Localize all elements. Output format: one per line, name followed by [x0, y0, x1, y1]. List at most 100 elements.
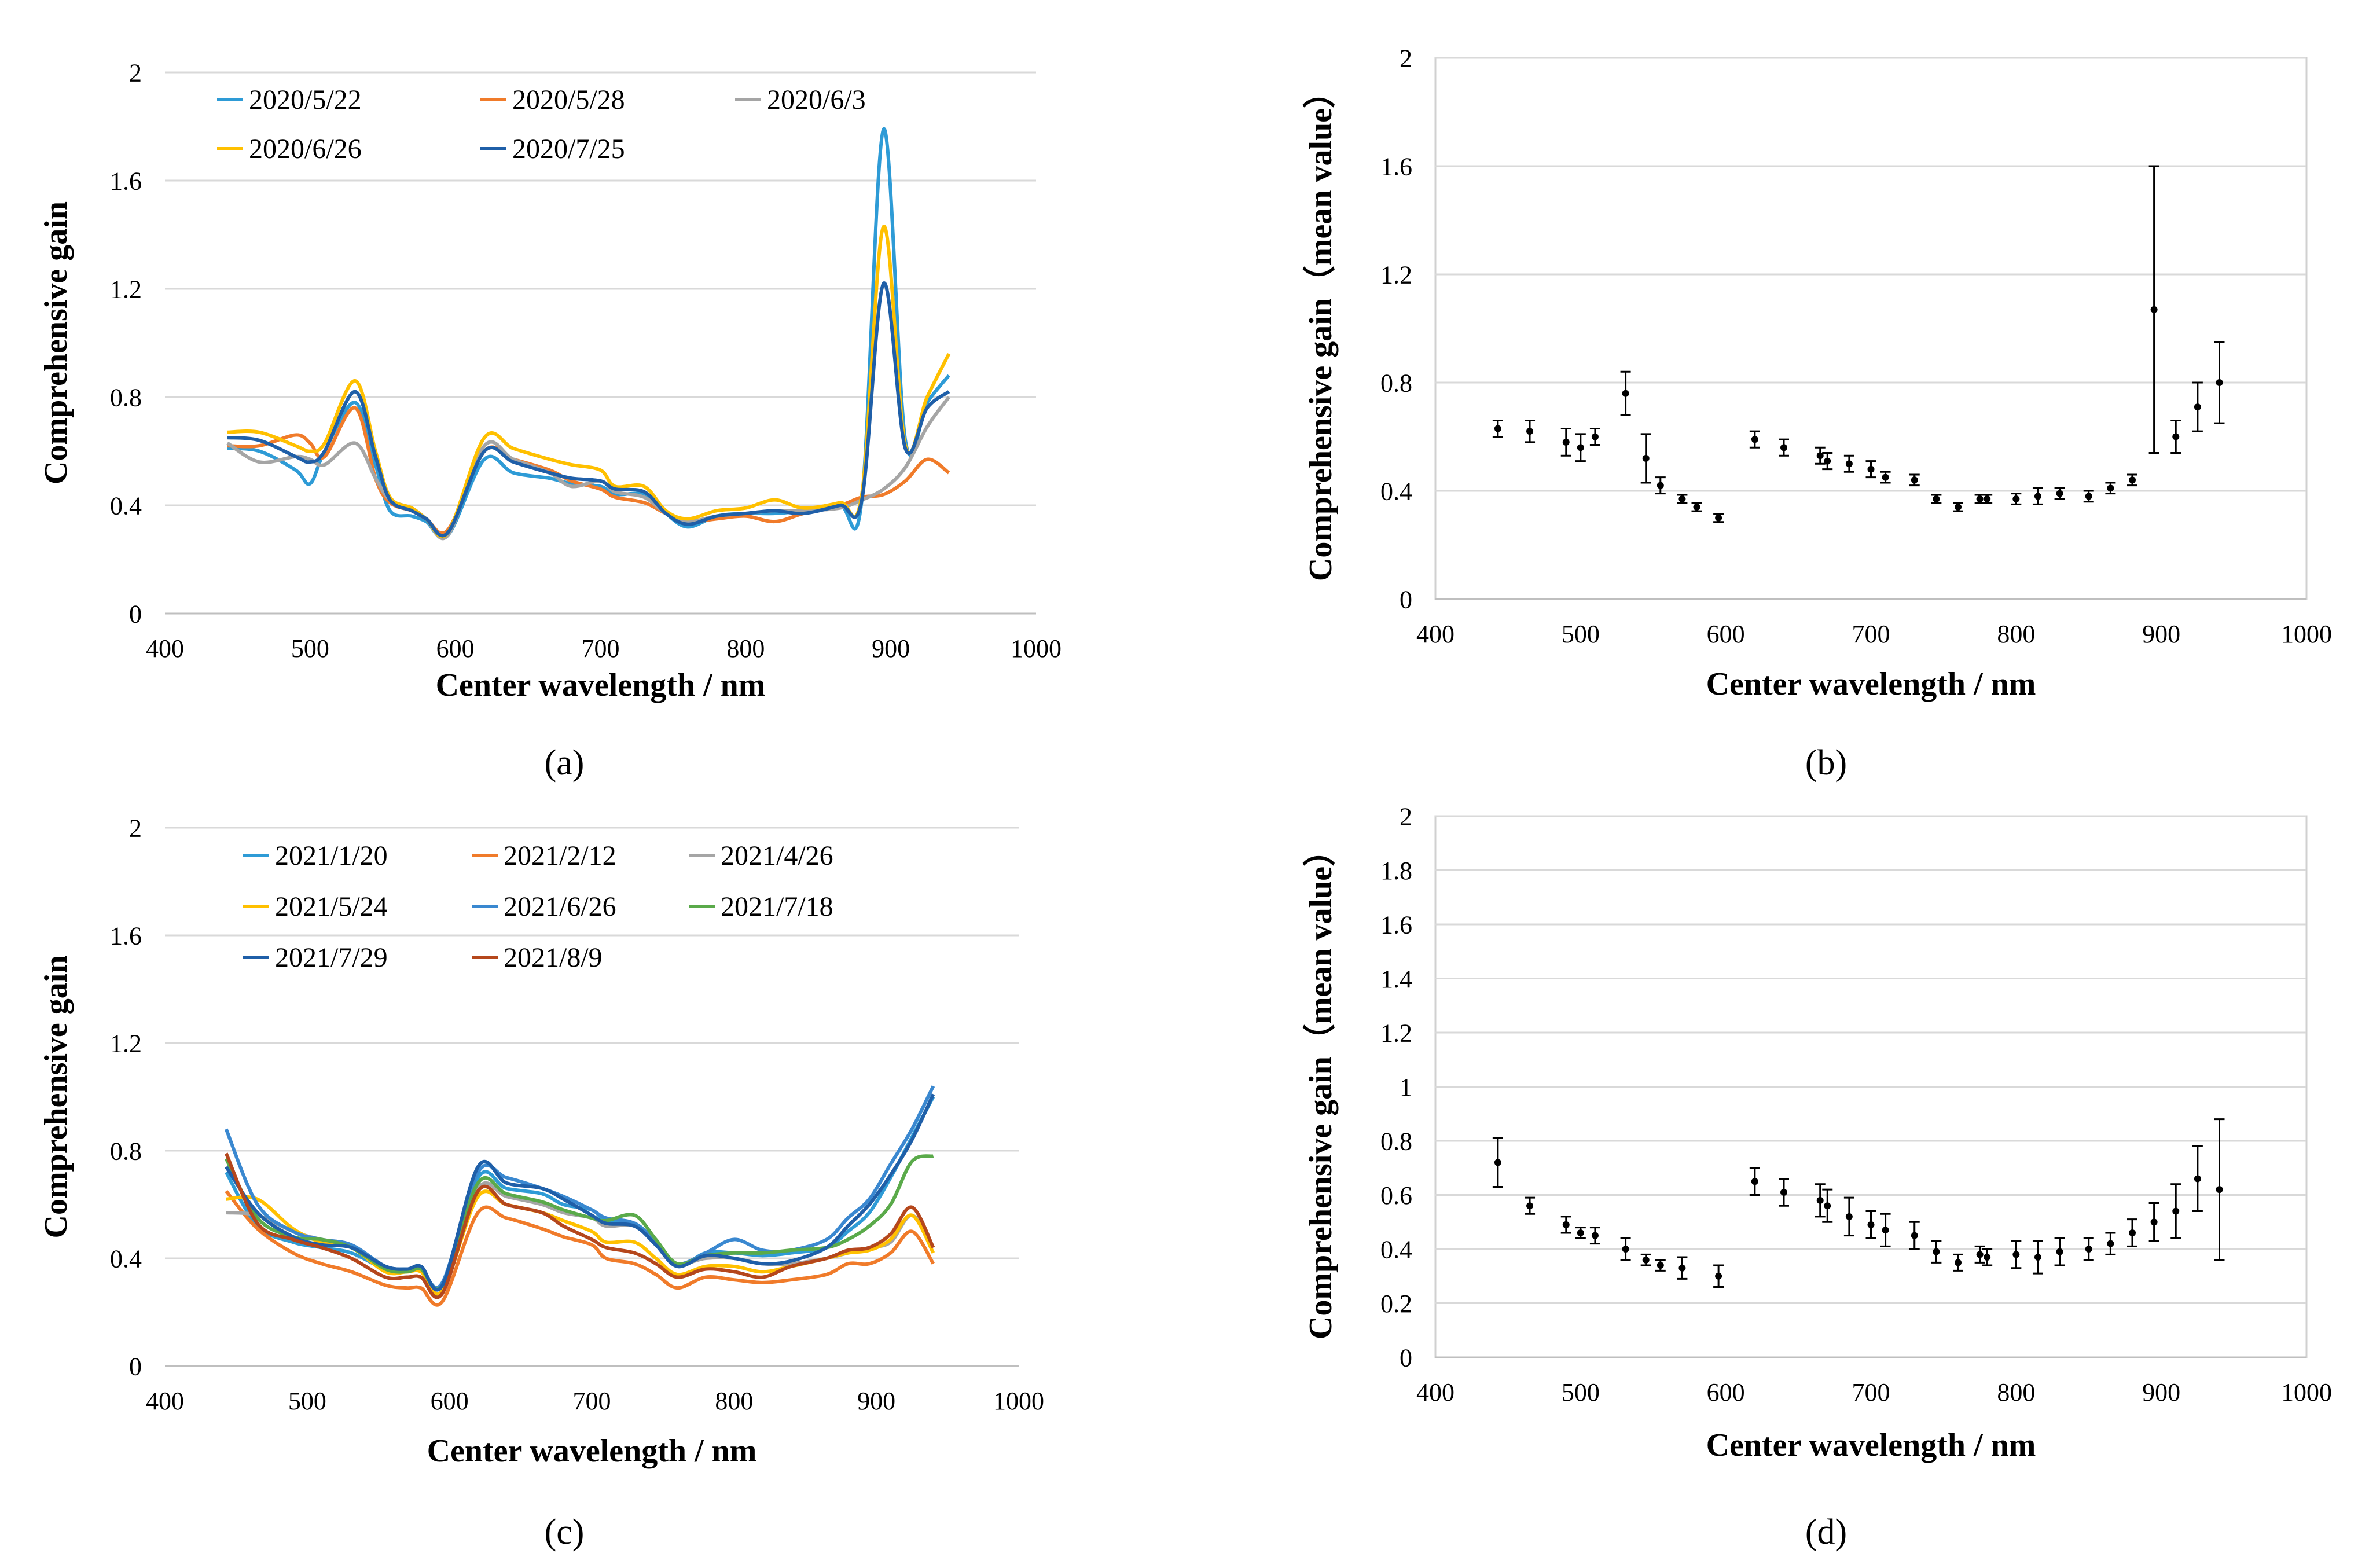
data-point [2107, 484, 2114, 492]
y-tick-label: 0.8 [110, 1137, 142, 1165]
x-tick-label: 700 [573, 1387, 611, 1415]
data-point [1622, 390, 1629, 397]
data-point [1678, 1264, 1686, 1272]
x-tick-label: 800 [726, 634, 765, 663]
data-point [1715, 1272, 1722, 1280]
x-tick-label: 900 [2142, 620, 2180, 648]
y-tick-label: 0.8 [1380, 1127, 1412, 1155]
y-tick-label: 2 [129, 58, 142, 87]
legend-label: 2021/6/26 [504, 891, 616, 922]
data-point [2194, 403, 2201, 411]
x-tick-label: 400 [146, 1387, 184, 1415]
data-point [1751, 1178, 1758, 1185]
data-point [2107, 1240, 2114, 1247]
data-point [2056, 1248, 2063, 1255]
y-tick-label: 0.6 [1380, 1181, 1412, 1210]
y-axis-title: Comprehensive gain（mean value） [1302, 834, 1339, 1339]
y-tick-label: 0 [1400, 585, 1412, 614]
y-tick-label: 1.6 [1380, 910, 1412, 939]
data-point [1642, 454, 1650, 462]
y-tick-label: 0.8 [110, 383, 142, 412]
y-tick-label: 1.2 [1380, 1019, 1412, 1047]
chart-c: 0 0.4 0.8 1.2 1.6 2 400 500 600 700 800 900 1000 Cent… [38, 814, 1044, 1469]
y-tick-label: 1.2 [1380, 260, 1412, 289]
series-line-2020/5/22 [227, 127, 950, 540]
series-line-2020/6/26 [227, 225, 951, 538]
x-tick-label: 800 [715, 1387, 753, 1415]
data-point [2194, 1175, 2201, 1183]
x-tick-label: 600 [1707, 620, 1745, 648]
data-point [2216, 379, 2223, 386]
data-point [2012, 1251, 2020, 1258]
x-tick-label: 500 [291, 634, 329, 663]
x-tick-label: 900 [857, 1387, 895, 1415]
legend-label: 2021/2/12 [504, 840, 616, 871]
legend-label: 2020/5/22 [249, 85, 362, 115]
data-point [1642, 1256, 1650, 1264]
y-tick-label: 0.4 [110, 491, 142, 520]
data-point [1751, 436, 1758, 443]
x-tick-label: 400 [1416, 620, 1455, 648]
data-point [2172, 1207, 2180, 1215]
data-point [2085, 1246, 2092, 1253]
series-line-2020/6/3 [226, 396, 950, 541]
caption-c: (c) [545, 1512, 585, 1552]
data-point [1657, 482, 1664, 489]
legend-label: 2021/7/18 [721, 891, 833, 922]
data-point [1824, 457, 1831, 465]
data-point [1933, 1248, 1940, 1255]
legend-label: 2020/7/25 [512, 134, 625, 164]
y-tick-label: 0.4 [1380, 1235, 1412, 1264]
data-point [1678, 495, 1686, 503]
data-point [1984, 1254, 1991, 1261]
data-point [1780, 1188, 1787, 1196]
chart-b: 0 0.4 0.8 1.2 1.6 2 400 500 600 700 800 900 1000 Cent… [1302, 44, 2332, 702]
legend-label: 2021/8/9 [504, 942, 603, 973]
data-point [1693, 504, 1700, 511]
data-point [1867, 1221, 1875, 1228]
x-tick-label: 700 [582, 634, 620, 663]
y-tick-label: 1.2 [110, 1029, 142, 1057]
data-point [1816, 1196, 1824, 1204]
y-tick-label: 1.2 [110, 275, 142, 303]
chart-d: 0 0.2 0.4 0.6 0.8 1 1.2 1.4 1.6 1.8 2 400 500 600 700 8… [1302, 802, 2332, 1463]
data-point [1562, 438, 1570, 446]
data-point [2012, 495, 2020, 503]
x-tick-label: 400 [146, 634, 184, 663]
x-tick-label: 700 [1852, 1378, 1890, 1407]
y-tick-label: 0 [1400, 1343, 1412, 1372]
data-point [1976, 1251, 1984, 1258]
x-tick-label: 600 [436, 634, 475, 663]
data-point [1577, 444, 1584, 451]
x-axis-title: Center wavelength / nm [436, 667, 766, 703]
data-point [1494, 425, 1501, 432]
data-point [1780, 444, 1787, 451]
data-point [1911, 476, 1918, 484]
x-tick-label: 700 [1852, 620, 1890, 648]
data-point [2172, 433, 2180, 440]
y-tick-label: 0.8 [1380, 369, 1412, 397]
y-tick-label: 0 [129, 600, 142, 628]
caption-b: (b) [1805, 743, 1847, 783]
data-point [2150, 306, 2158, 313]
data-point [2085, 493, 2092, 500]
y-tick-label: 1.4 [1380, 965, 1412, 993]
x-tick-label: 400 [1416, 1378, 1455, 1407]
data-point [1816, 452, 1824, 460]
legend-label: 2021/1/20 [275, 840, 388, 871]
data-point [1911, 1232, 1918, 1239]
x-tick-label: 500 [1562, 620, 1600, 648]
y-tick-label: 2 [129, 814, 142, 842]
x-tick-label: 500 [1562, 1378, 1600, 1407]
x-tick-label: 1000 [2281, 620, 2332, 648]
data-point [1494, 1159, 1501, 1166]
x-tick-label: 900 [872, 634, 910, 663]
data-point [1657, 1262, 1664, 1269]
x-tick-label: 1000 [993, 1387, 1044, 1415]
data-point [1882, 473, 1889, 481]
series-line-2021/8/9 [224, 1152, 935, 1299]
data-point [2129, 1229, 2136, 1236]
y-tick-label: 0.4 [110, 1244, 142, 1273]
y-tick-label: 1.6 [110, 921, 142, 950]
data-point [2034, 493, 2041, 500]
